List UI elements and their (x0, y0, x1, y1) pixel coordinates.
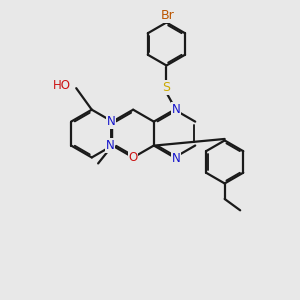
Text: HO: HO (53, 79, 71, 92)
Text: N: N (106, 139, 114, 152)
Text: O: O (128, 151, 138, 164)
Text: Br: Br (160, 9, 174, 22)
Text: S: S (162, 81, 170, 94)
Text: N: N (106, 115, 115, 128)
Text: N: N (172, 152, 180, 165)
Text: N: N (172, 103, 180, 116)
